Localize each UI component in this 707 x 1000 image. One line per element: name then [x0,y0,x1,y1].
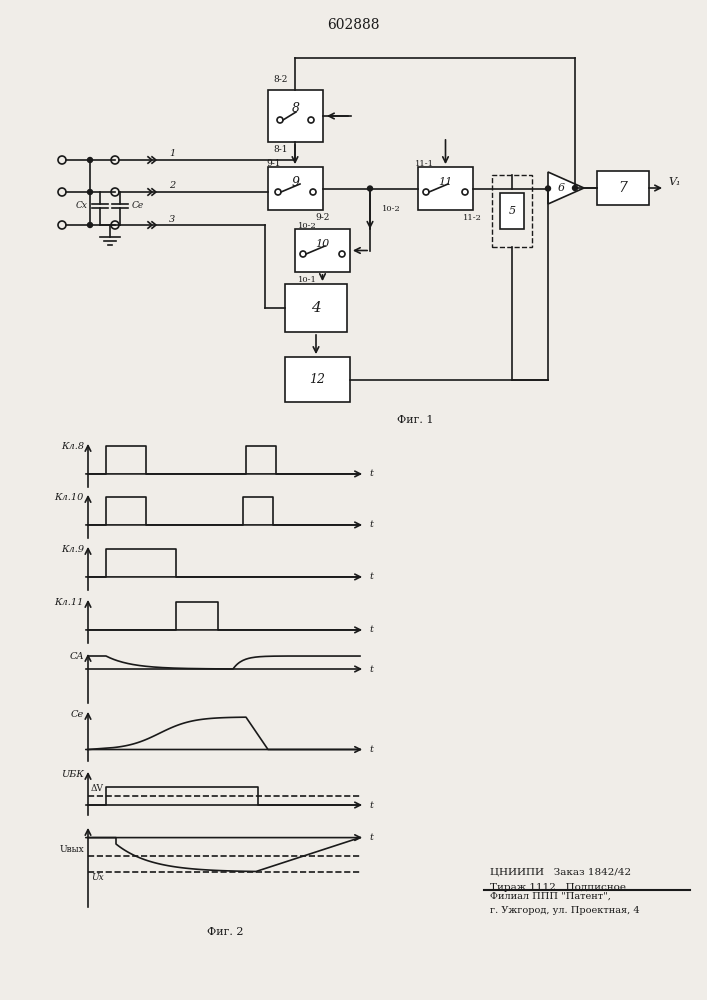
Text: Кл.9: Кл.9 [61,545,84,554]
Bar [295,229,350,272]
Text: г. Ужгород, ул. Проектная, 4: г. Ужгород, ул. Проектная, 4 [490,906,640,915]
Text: ЦНИИПИ   Заказ 1842/42: ЦНИИПИ Заказ 1842/42 [490,867,631,876]
Text: t: t [369,745,373,754]
Text: t: t [369,520,373,529]
Text: V₁: V₁ [668,177,681,187]
Circle shape [88,223,93,228]
Text: 3: 3 [169,215,175,224]
Text: 10-2: 10-2 [382,205,401,213]
Text: t: t [369,664,373,674]
Text: Uвых: Uвых [59,845,84,854]
Text: t: t [369,572,373,581]
Bar [268,90,323,142]
Text: 11-1: 11-1 [415,160,434,168]
Text: 602888: 602888 [327,18,379,32]
Text: Кл.8: Кл.8 [61,442,84,451]
Text: t: t [369,625,373,634]
Text: Кл.11: Кл.11 [54,598,84,607]
Text: 11-2: 11-2 [463,214,482,222]
Text: 12: 12 [310,373,325,386]
Text: ΔV: ΔV [91,784,104,793]
Bar [500,193,524,229]
Text: 9-1: 9-1 [266,159,281,168]
Text: 5: 5 [508,206,515,216]
Text: Тираж 1112   Подписное: Тираж 1112 Подписное [490,883,626,892]
Text: t: t [369,469,373,478]
Text: 7: 7 [619,181,627,195]
Text: 10-1: 10-1 [298,276,317,284]
Polygon shape [548,172,584,204]
Text: 10-2: 10-2 [298,222,317,230]
Circle shape [546,186,551,191]
Text: Ce: Ce [132,201,144,210]
Text: Ce: Ce [71,710,84,719]
Text: 11: 11 [438,177,452,187]
Text: t: t [369,800,373,810]
Text: 2: 2 [169,182,175,190]
Text: Фиг. 1: Фиг. 1 [397,415,433,425]
Text: Филиал ППП "Патент",: Филиал ППП "Патент", [490,892,611,901]
Bar [597,171,649,205]
Bar [492,175,532,247]
Text: 9: 9 [291,176,300,189]
Text: 6: 6 [557,183,565,193]
Text: CA: CA [69,652,84,661]
Text: 10: 10 [315,239,329,249]
Text: Фиг. 2: Фиг. 2 [206,927,243,937]
Text: 4: 4 [311,301,321,315]
Text: 1: 1 [169,149,175,158]
Text: Uх: Uх [91,873,104,882]
Circle shape [88,190,93,194]
Bar [268,167,323,210]
Text: 9-2: 9-2 [315,214,329,223]
Text: Cx: Cx [76,201,88,210]
Bar [285,357,350,402]
Text: Кл.10: Кл.10 [54,493,84,502]
Bar [285,284,347,332]
Text: 8-2: 8-2 [273,76,287,85]
Text: UБК: UБК [61,770,84,779]
Circle shape [88,157,93,162]
Circle shape [368,186,373,191]
Text: t: t [369,833,373,842]
Text: 8-1: 8-1 [273,145,288,154]
Text: 8: 8 [291,102,300,115]
Circle shape [573,186,578,190]
Bar [418,167,473,210]
